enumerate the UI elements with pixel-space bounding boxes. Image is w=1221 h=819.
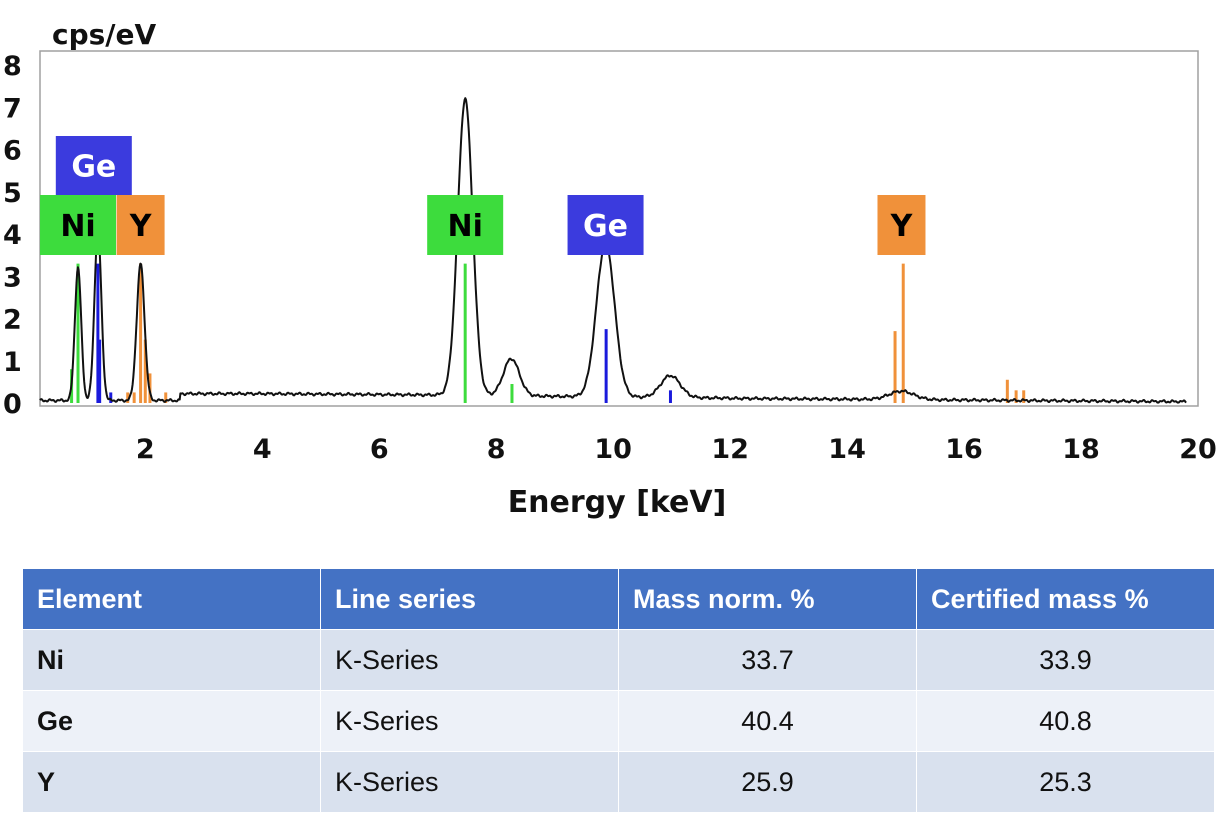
cell-line-series: K-Series [320, 629, 619, 691]
y-tick-label: 2 [3, 305, 22, 336]
cell-line-series: K-Series [320, 751, 619, 813]
element-label-ni: Ni [40, 195, 117, 255]
element-label-box [40, 195, 117, 255]
x-tick-label: 12 [711, 434, 749, 465]
cell-mass-norm: 33.7 [618, 629, 917, 691]
col-header-element: Element [22, 568, 321, 630]
element-label-text: Ge [71, 150, 116, 185]
spectrum-line [39, 97, 1187, 404]
element-label-y: Y [877, 195, 926, 255]
element-label-text: Y [890, 209, 914, 244]
element-label-box [567, 195, 644, 255]
results-table: Element Line series Mass norm. % Certifi… [22, 568, 1215, 813]
element-label-box [116, 195, 165, 255]
x-tick-label: 18 [1062, 434, 1100, 465]
y-tick-label: 3 [3, 262, 22, 293]
element-label-ge: Ge [55, 136, 132, 195]
y-tick-labels: 0 1 2 3 4 5 6 7 8 [3, 51, 22, 420]
cell-line-series: K-Series [320, 690, 619, 752]
element-label-text: Ni [60, 209, 95, 244]
y-axis-label: cps/eV [52, 18, 157, 51]
cell-element: Ge [22, 690, 321, 752]
x-tick-labels: 2 4 6 8 10 12 14 16 18 20 [136, 434, 1217, 465]
element-label-box [55, 136, 132, 195]
element-label-box [427, 195, 504, 255]
cell-mass-norm: 40.4 [618, 690, 917, 752]
cell-certified-mass: 33.9 [916, 629, 1215, 691]
cell-certified-mass: 40.8 [916, 690, 1215, 752]
element-label-text: Ge [583, 209, 628, 244]
x-tick-label: 14 [828, 434, 866, 465]
cell-certified-mass: 25.3 [916, 751, 1215, 813]
table-header-row: Element Line series Mass norm. % Certifi… [22, 568, 1215, 630]
cell-element: Y [22, 751, 321, 813]
element-label-box [877, 195, 926, 255]
y-tick-label: 7 [3, 93, 22, 124]
table-row: Ni K-Series 33.7 33.9 [22, 629, 1215, 691]
cell-mass-norm: 25.9 [618, 751, 917, 813]
x-tick-label: 8 [487, 434, 506, 465]
x-tick-label: 2 [136, 434, 155, 465]
x-tick-label: 4 [253, 434, 272, 465]
x-axis-label: Energy [keV] [508, 485, 727, 520]
cell-element: Ni [22, 629, 321, 691]
element-label-text: Ni [447, 209, 482, 244]
x-tick-label: 10 [594, 434, 632, 465]
x-tick-label: 16 [945, 434, 983, 465]
y-tick-label: 5 [3, 178, 22, 209]
y-tick-label: 6 [3, 136, 22, 167]
col-header-certified-mass: Certified mass % [916, 568, 1215, 630]
element-label-text: Y [129, 209, 153, 244]
table-row: Ge K-Series 40.4 40.8 [22, 690, 1215, 752]
element-label-y: Y [116, 195, 165, 255]
element-labels: Ge Ni Y Ni Ge Y [40, 136, 926, 255]
element-label-ge: Ge [567, 195, 644, 255]
y-tick-label: 1 [3, 347, 22, 378]
y-tick-label: 8 [3, 51, 22, 82]
y-tick-label: 4 [3, 220, 22, 251]
col-header-line-series: Line series [320, 568, 619, 630]
x-tick-label: 6 [370, 434, 389, 465]
table-row: Y K-Series 25.9 25.3 [22, 751, 1215, 813]
y-tick-label: 0 [3, 389, 22, 420]
element-label-ni: Ni [427, 195, 504, 255]
col-header-mass-norm: Mass norm. % [618, 568, 917, 630]
x-tick-label: 20 [1179, 434, 1217, 465]
